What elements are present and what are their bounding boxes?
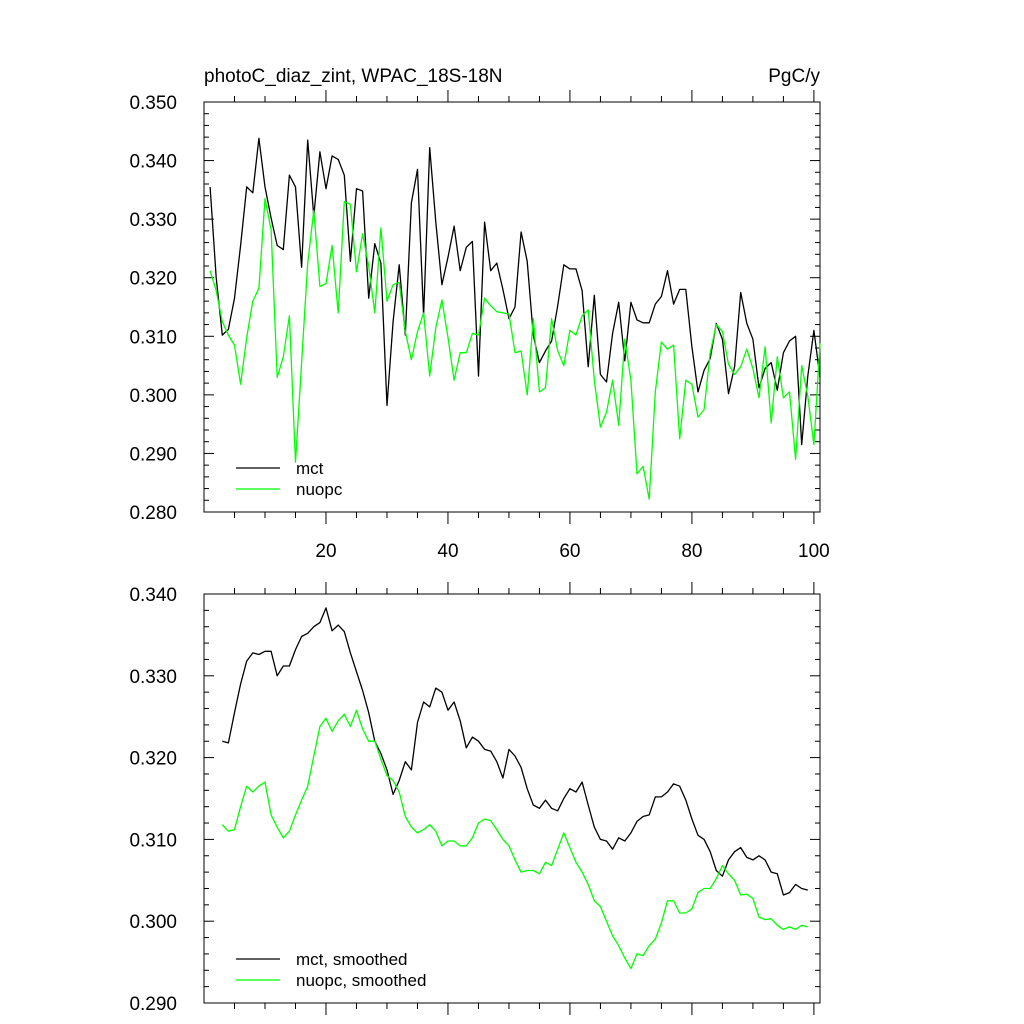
bottom-ytick-label: 0.300 <box>129 912 177 933</box>
bottom-plot-frame <box>203 593 821 1004</box>
bottom-ytick-label: 0.330 <box>129 667 177 688</box>
bottom-ytick-label: 0.320 <box>129 749 177 770</box>
top-xtick-label: 100 <box>798 541 830 562</box>
legend-label: mct <box>296 459 324 478</box>
series-line-nuopc-smoothed <box>221 709 808 970</box>
top-ytick-label: 0.320 <box>129 269 177 290</box>
units-label: PgC/y <box>768 66 820 87</box>
top-xtick-label: 20 <box>315 541 336 562</box>
bottom-ytick-label: 0.290 <box>129 994 177 1015</box>
series-line-mct <box>209 137 821 446</box>
top-ytick-label: 0.310 <box>129 327 177 348</box>
top-ytick-label: 0.280 <box>129 503 177 524</box>
top-xtick-label: 40 <box>437 541 458 562</box>
top-plot-frame <box>203 101 821 513</box>
top-ytick-label: 0.290 <box>129 444 177 465</box>
chart-title: photoC_diaz_zint, WPAC_18S-18N <box>204 66 503 87</box>
bottom-ytick-label: 0.340 <box>129 585 177 606</box>
legend-label: nuopc <box>296 480 343 499</box>
bottom-panel: 0.290 0.300 0.310 0.320 0.330 0.340 mct, smoot… <box>129 582 821 1015</box>
bottom-ytick-label: 0.310 <box>129 830 177 851</box>
top-xtick-label: 80 <box>681 541 702 562</box>
top-panel: 0.280 0.290 0.300 0.310 0.320 0.330 0.340 0.350… <box>129 90 830 562</box>
legend-label: nuopc, smoothed <box>296 971 426 990</box>
top-ytick-label: 0.330 <box>129 210 177 231</box>
series-line-mct-smoothed <box>222 607 808 896</box>
legend-label: mct, smoothed <box>296 950 408 969</box>
top-ytick-label: 0.300 <box>129 386 177 407</box>
top-ytick-label: 0.350 <box>129 93 177 114</box>
top-xtick-label: 60 <box>559 541 580 562</box>
top-ytick-label: 0.340 <box>129 152 177 173</box>
series-line-nuopc <box>209 197 821 500</box>
